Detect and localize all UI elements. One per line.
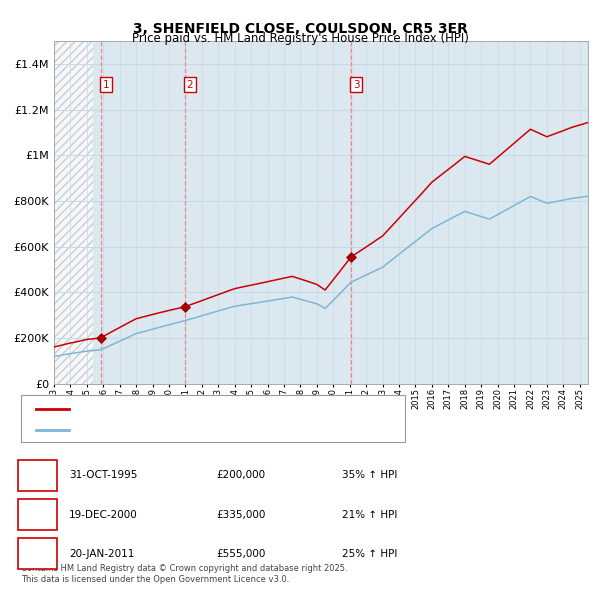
Text: 31-OCT-1995: 31-OCT-1995 [69, 470, 137, 480]
FancyBboxPatch shape [18, 499, 57, 530]
Text: 1: 1 [34, 469, 41, 482]
Text: Contains HM Land Registry data © Crown copyright and database right 2025.
This d: Contains HM Land Registry data © Crown c… [21, 565, 347, 584]
Text: 19-DEC-2000: 19-DEC-2000 [69, 510, 138, 520]
Text: 3: 3 [353, 80, 360, 90]
Text: £555,000: £555,000 [216, 549, 265, 559]
Text: £200,000: £200,000 [216, 470, 265, 480]
FancyBboxPatch shape [18, 538, 57, 569]
Text: 3, SHENFIELD CLOSE, COULSDON, CR5 3ER: 3, SHENFIELD CLOSE, COULSDON, CR5 3ER [133, 22, 467, 36]
Text: Price paid vs. HM Land Registry's House Price Index (HPI): Price paid vs. HM Land Registry's House … [131, 32, 469, 45]
FancyBboxPatch shape [18, 460, 57, 491]
Text: £335,000: £335,000 [216, 510, 265, 520]
FancyBboxPatch shape [21, 395, 405, 442]
Text: 21% ↑ HPI: 21% ↑ HPI [342, 510, 397, 520]
Text: HPI: Average price, detached house, Croydon: HPI: Average price, detached house, Croy… [78, 425, 299, 435]
Text: 2: 2 [187, 80, 193, 90]
Text: 3: 3 [34, 548, 41, 560]
Text: 1: 1 [103, 80, 109, 90]
Text: 25% ↑ HPI: 25% ↑ HPI [342, 549, 397, 559]
Text: 3, SHENFIELD CLOSE, COULSDON, CR5 3ER (detached house): 3, SHENFIELD CLOSE, COULSDON, CR5 3ER (d… [78, 404, 380, 414]
Text: 20-JAN-2011: 20-JAN-2011 [69, 549, 134, 559]
Text: 2: 2 [34, 508, 41, 521]
Text: 35% ↑ HPI: 35% ↑ HPI [342, 470, 397, 480]
